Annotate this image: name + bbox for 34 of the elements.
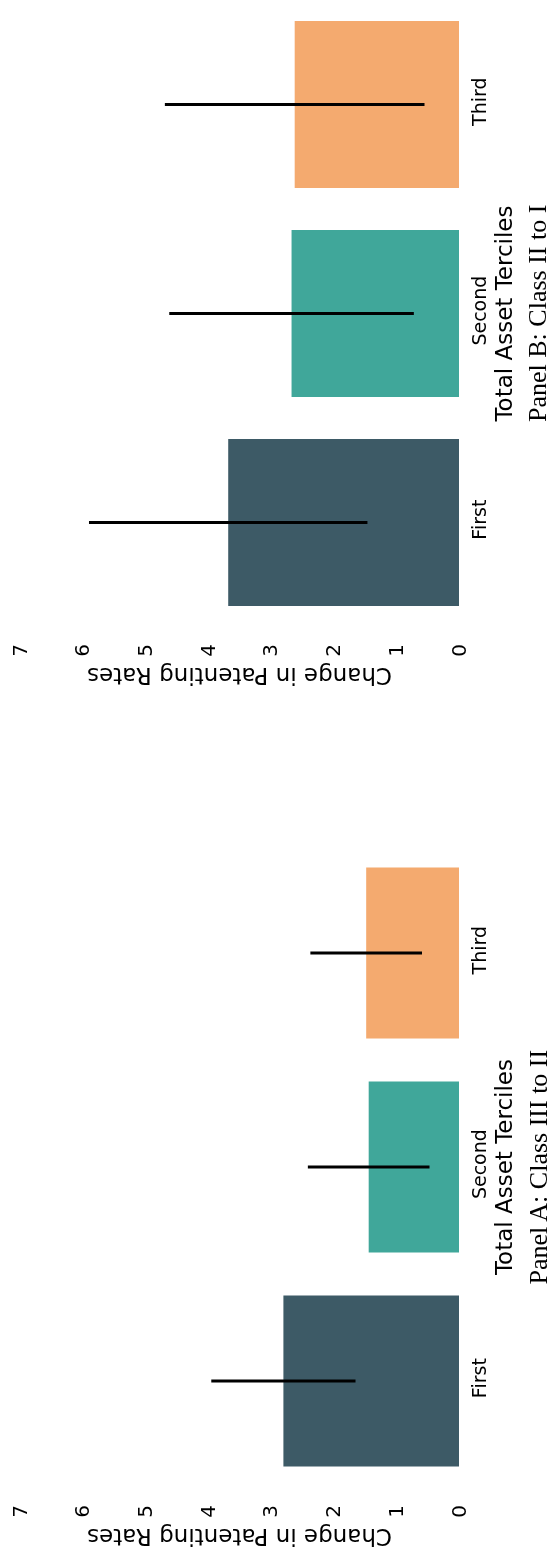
x-tick-label: 2 [321,1505,346,1518]
y-tick-label: Second [468,1129,490,1200]
y-axis-title: Total Asset Terciles [490,205,517,423]
bar [368,1081,459,1253]
text: Panel B: Class II to I [523,204,552,422]
text: Panel A: Class III to II [523,1049,552,1285]
x-axis-title: Change in Patenting Rates [87,1524,392,1550]
x-tick-label: 5 [132,1505,157,1518]
y-tick-label: First [468,499,490,540]
bar [291,229,459,398]
x-tick-label: 3 [258,644,283,657]
x-tick-label: 6 [70,644,95,657]
y-tick-label: Second [468,275,490,346]
x-tick-label: 7 [7,644,32,657]
x-tick-label: 0 [446,1505,471,1518]
x-axis-title: Change in Patenting Rates [87,663,392,689]
x-tick-label: 4 [195,644,220,657]
x-tick-label: 3 [258,1505,283,1518]
x-tick-label: 1 [383,644,408,657]
x-tick-label: 7 [7,1505,32,1518]
y-tick-label: Third [468,925,490,976]
bar [283,1295,459,1467]
y-tick-label: First [468,1358,490,1399]
x-tick-label: 1 [383,1505,408,1518]
x-tick-label: 2 [321,644,346,657]
bar [366,867,459,1039]
y-tick-label: Third [468,77,490,127]
bar [294,20,459,189]
y-axis-title: Total Asset Terciles [490,1058,517,1277]
x-tick-label: 6 [70,1505,95,1518]
x-tick-label: 4 [195,1505,220,1518]
bar [228,438,459,607]
x-tick-label: 5 [132,644,157,657]
x-tick-label: 0 [446,644,471,657]
